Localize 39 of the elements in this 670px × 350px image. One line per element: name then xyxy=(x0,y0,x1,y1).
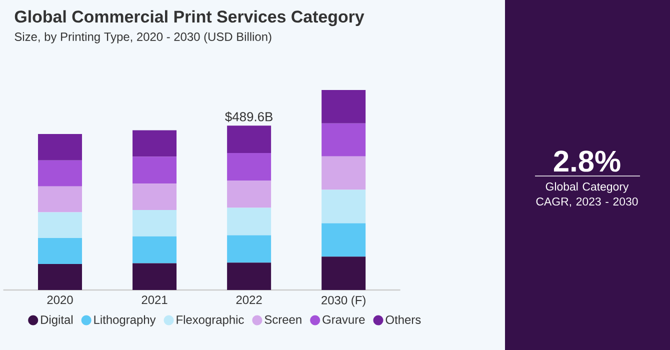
text: 2.8% xyxy=(554,150,620,172)
bar xyxy=(322,123,366,156)
bar xyxy=(227,262,272,290)
bar xyxy=(38,238,82,264)
bar xyxy=(132,210,177,236)
x-tick-label: 2030 (F) xyxy=(322,296,366,307)
x-tick-label: 2021 xyxy=(142,296,168,304)
chart-subtitle: Size, by Printing Type, 2020 - 2030 (USD Billion) xyxy=(14,32,272,44)
bar xyxy=(322,256,366,290)
annotation: $489.6B xyxy=(225,112,272,122)
bar xyxy=(38,264,82,290)
bar xyxy=(132,156,177,184)
chart-title: Global Commercial Print Services Category xyxy=(14,10,364,26)
legend-label: Lithography xyxy=(94,315,156,326)
bar xyxy=(322,156,366,190)
bar xyxy=(132,236,177,264)
bar xyxy=(38,212,82,238)
legend-label: Digital xyxy=(41,315,73,326)
bar xyxy=(227,152,272,181)
bar xyxy=(227,235,272,263)
bar xyxy=(38,160,82,186)
bar xyxy=(322,190,366,224)
x-tick-label: 2020 xyxy=(47,296,73,304)
bar xyxy=(227,126,272,153)
bar xyxy=(132,130,177,157)
bar xyxy=(38,186,82,212)
legend-label: Screen xyxy=(264,315,302,324)
legend-label: Gravure xyxy=(322,315,365,324)
bar xyxy=(322,90,366,124)
bar xyxy=(132,263,177,290)
bar xyxy=(227,208,272,236)
bar xyxy=(38,134,82,160)
bar xyxy=(227,180,272,208)
bar xyxy=(322,223,366,257)
legend-label: Others xyxy=(386,315,421,324)
legend-label: Flexographic xyxy=(176,315,244,326)
x-tick-label: 2022 xyxy=(236,296,262,304)
bar xyxy=(132,184,177,210)
text: Global Category CAGR, 2023 - 2030 xyxy=(536,182,638,207)
